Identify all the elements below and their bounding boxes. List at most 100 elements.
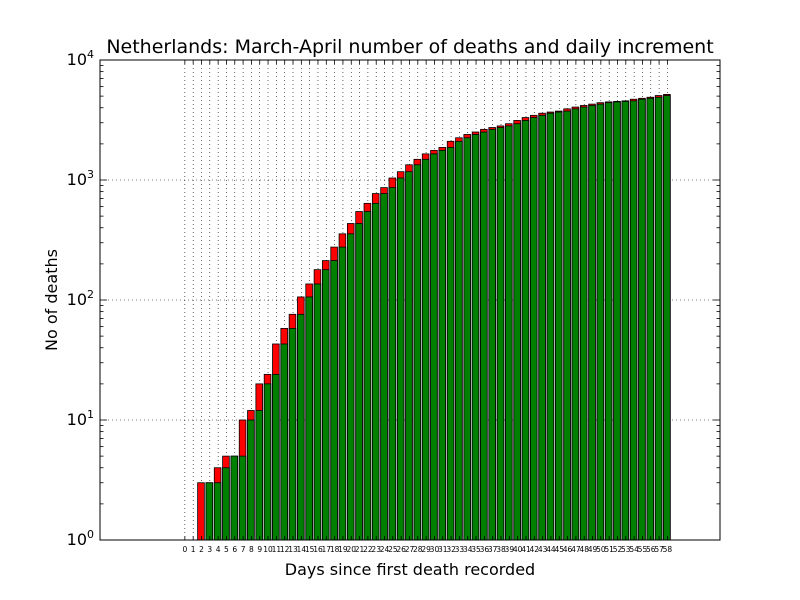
- x-tick-label: 26: [396, 545, 406, 554]
- x-tick-label: 51: [604, 545, 614, 554]
- y-tick-base: 10: [67, 530, 87, 549]
- x-tick-label: 38: [496, 545, 506, 554]
- x-tick-label: 44: [546, 545, 556, 554]
- bar-cumulative: [546, 112, 555, 541]
- bar-cumulative: [446, 147, 455, 541]
- y-tick-exponent: 1: [87, 408, 94, 421]
- x-tick-label: 58: [663, 545, 673, 554]
- x-tick-label: 3: [207, 545, 212, 554]
- bar-cumulative: [588, 105, 596, 541]
- y-tick-label: 102: [67, 288, 94, 309]
- x-tick-label: 50: [596, 545, 606, 554]
- x-tick-label: 20: [346, 545, 356, 554]
- x-tick-label: 34: [463, 545, 473, 554]
- x-tick-label: 19: [338, 545, 348, 554]
- y-tick-label: 104: [67, 48, 94, 69]
- x-tick-label: 8: [249, 545, 254, 554]
- y-tick-label: 103: [67, 168, 94, 189]
- y-tick-exponent: 4: [87, 48, 94, 61]
- x-tick-label: 45: [554, 545, 564, 554]
- bar-cumulative: [388, 187, 397, 541]
- x-tick-label: 48: [579, 545, 589, 554]
- x-tick-label: 56: [646, 545, 656, 554]
- bar-cumulative: [247, 419, 255, 541]
- bar-cumulative: [646, 97, 655, 541]
- x-tick-label: 41: [521, 545, 531, 554]
- bar-cumulative: [571, 108, 580, 541]
- x-tick-label: 2: [199, 545, 204, 554]
- x-tick-label: 24: [380, 545, 390, 554]
- bar-cumulative: [505, 125, 513, 541]
- x-tick-label: 22: [363, 545, 373, 554]
- y-tick-base: 10: [67, 290, 87, 309]
- bar-cumulative: [355, 223, 363, 541]
- bar-cumulative: [396, 177, 405, 541]
- bar-cumulative: [288, 327, 297, 541]
- bar-cumulative: [255, 410, 263, 541]
- x-tick-label: 25: [388, 545, 398, 554]
- bar-cumulative: [230, 455, 239, 541]
- x-tick-label: 27: [405, 545, 415, 554]
- y-tick-label: 100: [67, 528, 94, 549]
- x-axis-label: Days since first death recorded: [285, 560, 535, 579]
- x-tick-label: 31: [438, 545, 448, 554]
- x-tick-label: 33: [455, 545, 465, 554]
- x-tick-label: 47: [571, 545, 581, 554]
- bar-cumulative: [555, 111, 563, 541]
- x-tick-label: 55: [638, 545, 648, 554]
- x-tick-label: 5: [224, 545, 229, 554]
- bar-cumulative: [363, 211, 372, 541]
- bar-cumulative: [263, 383, 272, 541]
- x-tick-label: 0: [182, 545, 187, 554]
- x-tick-label: 39: [505, 545, 515, 554]
- x-tick-label: 52: [613, 545, 623, 554]
- x-tick-label: 43: [538, 545, 548, 554]
- bar-cumulative: [513, 123, 521, 541]
- x-tick-label: 30: [430, 545, 440, 554]
- bar-cumulative: [521, 120, 530, 541]
- x-tick-label: 54: [629, 545, 639, 554]
- x-tick-label: 11: [272, 545, 282, 554]
- bar-cumulative: [305, 296, 313, 541]
- x-tick-label: 40: [513, 545, 523, 554]
- bar-cumulative: [238, 455, 247, 541]
- y-tick-base: 10: [67, 170, 87, 189]
- bar-cumulative: [222, 467, 230, 541]
- x-tick-label: 7: [241, 545, 246, 554]
- x-tick-label: 57: [654, 545, 664, 554]
- x-tick-label: 53: [621, 545, 631, 554]
- bar-cumulative: [272, 373, 280, 541]
- x-tick-label: 37: [488, 545, 498, 554]
- x-tick-label: 46: [563, 545, 573, 554]
- bar-cumulative: [346, 233, 355, 541]
- bar-cumulative: [629, 100, 638, 541]
- bar-increment: [197, 482, 205, 541]
- bar-cumulative: [496, 127, 505, 541]
- bar-cumulative: [213, 482, 222, 541]
- bar-cumulative: [455, 140, 463, 541]
- bar-cumulative: [621, 101, 630, 541]
- x-tick-label: 21: [355, 545, 365, 554]
- plot-frame: [99, 59, 721, 541]
- x-tick-label: 32: [446, 545, 456, 554]
- bar-cumulative: [471, 134, 480, 541]
- bar-cumulative: [430, 153, 438, 541]
- bar-cumulative: [654, 96, 663, 541]
- y-tick-label: 101: [67, 408, 94, 429]
- x-tick-label: 36: [480, 545, 490, 554]
- bar-cumulative: [297, 313, 305, 541]
- bar-cumulative: [463, 137, 471, 541]
- bar-cumulative: [538, 114, 546, 541]
- x-tick-label: 23: [371, 545, 381, 554]
- bar-cumulative: [280, 343, 288, 541]
- x-tick-label: 9: [257, 545, 262, 554]
- x-tick-label: 13: [288, 545, 298, 554]
- x-tick-label: 12: [280, 545, 290, 554]
- bar-cumulative: [604, 102, 613, 541]
- y-tick-exponent: 0: [87, 528, 94, 541]
- bar-cumulative: [313, 283, 322, 541]
- x-tick-label: 18: [330, 545, 340, 554]
- y-axis-label: No of deaths: [42, 249, 61, 351]
